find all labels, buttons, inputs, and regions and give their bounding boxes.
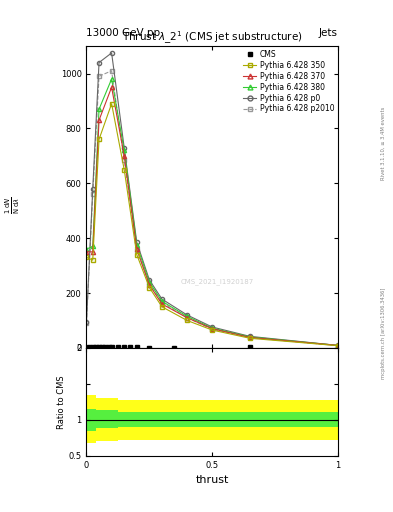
Text: mcplots.cern.ch [arXiv:1306.3436]: mcplots.cern.ch [arXiv:1306.3436]: [381, 287, 386, 378]
CMS: [87, 344, 92, 350]
CMS: [103, 344, 108, 350]
CMS: [97, 344, 101, 350]
Text: CMS_2021_I1920187: CMS_2021_I1920187: [181, 278, 254, 285]
Pythia 6.428 p0: [210, 324, 215, 330]
Line: CMS: CMS: [88, 345, 252, 349]
Text: 13000 GeV pp: 13000 GeV pp: [86, 28, 161, 38]
CMS: [122, 344, 127, 350]
Text: Rivet 3.1.10, ≥ 3.4M events: Rivet 3.1.10, ≥ 3.4M events: [381, 106, 386, 180]
Pythia 6.428 p2010: [248, 334, 252, 340]
Pythia 6.428 380: [336, 343, 340, 349]
Pythia 6.428 380: [210, 325, 215, 331]
Pythia 6.428 p0: [109, 50, 114, 56]
Pythia 6.428 380: [147, 279, 152, 285]
Pythia 6.428 380: [248, 334, 252, 340]
CMS: [116, 344, 120, 350]
Pythia 6.428 p0: [97, 59, 101, 66]
Pythia 6.428 350: [97, 136, 101, 142]
Pythia 6.428 p2010: [185, 315, 189, 321]
Pythia 6.428 p0: [160, 296, 164, 302]
Pythia 6.428 380: [160, 298, 164, 304]
CMS: [94, 344, 98, 350]
Pythia 6.428 p2010: [147, 281, 152, 287]
Pythia 6.428 370: [90, 249, 95, 255]
CMS: [134, 344, 139, 350]
Pythia 6.428 380: [90, 243, 95, 249]
Pythia 6.428 370: [336, 343, 340, 349]
Pythia 6.428 350: [109, 101, 114, 107]
Pythia 6.428 380: [109, 76, 114, 82]
Pythia 6.428 p0: [248, 333, 252, 339]
Pythia 6.428 350: [248, 335, 252, 342]
Pythia 6.428 350: [336, 343, 340, 349]
Line: Pythia 6.428 380: Pythia 6.428 380: [84, 77, 340, 348]
Pythia 6.428 350: [122, 166, 127, 173]
Pythia 6.428 370: [109, 84, 114, 90]
Pythia 6.428 370: [160, 301, 164, 307]
Legend: CMS, Pythia 6.428 350, Pythia 6.428 370, Pythia 6.428 380, Pythia 6.428 p0, Pyth: CMS, Pythia 6.428 350, Pythia 6.428 370,…: [241, 48, 336, 115]
CMS: [106, 344, 111, 350]
Pythia 6.428 p0: [122, 144, 127, 151]
CMS: [248, 344, 252, 350]
Pythia 6.428 370: [248, 334, 252, 340]
Pythia 6.428 380: [134, 242, 139, 248]
Line: Pythia 6.428 p2010: Pythia 6.428 p2010: [84, 69, 340, 348]
Title: Thrust $\lambda\_2^1$ (CMS jet substructure): Thrust $\lambda\_2^1$ (CMS jet substruct…: [122, 30, 303, 46]
Pythia 6.428 380: [185, 313, 189, 319]
Pythia 6.428 350: [84, 254, 89, 261]
Pythia 6.428 p2010: [90, 191, 95, 197]
Pythia 6.428 p2010: [122, 157, 127, 163]
Pythia 6.428 p0: [336, 343, 340, 349]
Pythia 6.428 350: [160, 304, 164, 310]
CMS: [100, 344, 105, 350]
X-axis label: thrust: thrust: [196, 475, 229, 485]
Pythia 6.428 380: [84, 246, 89, 252]
Pythia 6.428 p0: [147, 277, 152, 283]
Pythia 6.428 p0: [185, 312, 189, 318]
Pythia 6.428 p2010: [336, 343, 340, 349]
Pythia 6.428 380: [122, 147, 127, 154]
Y-axis label: Ratio to CMS: Ratio to CMS: [57, 375, 66, 429]
Pythia 6.428 370: [210, 326, 215, 332]
Line: Pythia 6.428 370: Pythia 6.428 370: [84, 85, 340, 348]
Pythia 6.428 370: [185, 315, 189, 321]
Pythia 6.428 350: [147, 285, 152, 291]
Pythia 6.428 p0: [134, 239, 139, 245]
CMS: [90, 344, 95, 350]
CMS: [109, 344, 114, 350]
Text: $\frac{1}{\mathrm{N}}\frac{\mathrm{d}N}{\mathrm{d}\lambda}$: $\frac{1}{\mathrm{N}}\frac{\mathrm{d}N}{…: [4, 196, 22, 214]
Line: Pythia 6.428 p0: Pythia 6.428 p0: [84, 51, 340, 348]
Pythia 6.428 p2010: [210, 326, 215, 332]
Pythia 6.428 370: [134, 246, 139, 252]
Pythia 6.428 p2010: [84, 320, 89, 326]
Pythia 6.428 p0: [90, 186, 95, 192]
CMS: [147, 345, 152, 351]
Pythia 6.428 370: [122, 153, 127, 159]
Pythia 6.428 p2010: [97, 73, 101, 79]
Pythia 6.428 p2010: [134, 247, 139, 253]
Pythia 6.428 370: [84, 249, 89, 255]
Pythia 6.428 370: [147, 282, 152, 288]
CMS: [172, 345, 177, 351]
Pythia 6.428 350: [185, 317, 189, 324]
Pythia 6.428 350: [90, 257, 95, 263]
Pythia 6.428 350: [210, 327, 215, 333]
Pythia 6.428 380: [97, 106, 101, 112]
CMS: [128, 344, 133, 350]
Line: Pythia 6.428 350: Pythia 6.428 350: [84, 101, 340, 348]
Pythia 6.428 p0: [84, 319, 89, 325]
Pythia 6.428 p2010: [109, 68, 114, 74]
Pythia 6.428 350: [134, 251, 139, 258]
Pythia 6.428 p2010: [160, 300, 164, 306]
Text: Jets: Jets: [319, 28, 338, 38]
Pythia 6.428 370: [97, 117, 101, 123]
